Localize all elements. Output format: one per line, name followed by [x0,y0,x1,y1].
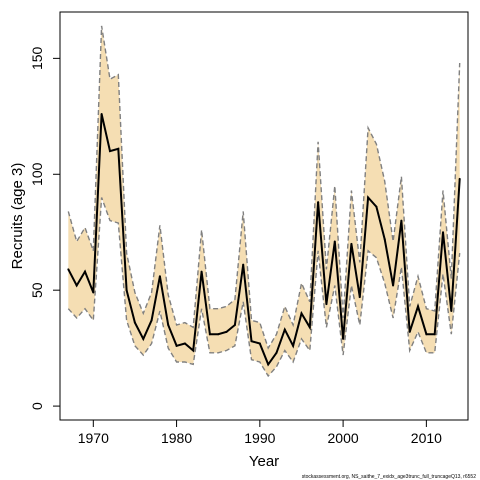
lower-bound-line [67,197,461,378]
confidence-band [68,25,460,377]
estimate-point [342,337,345,340]
estimate-point [192,349,195,352]
estimate-point [133,321,136,324]
estimate-point [350,242,353,245]
estimate-point [167,323,170,326]
estimate-point [117,147,120,150]
plot-area [67,25,461,378]
estimate-point [142,337,145,340]
credit-text: stockassessment.org, NS_saithe_7_exidx_a… [302,474,476,480]
estimate-line [67,113,461,367]
estimate-point [208,333,211,336]
estimate-point [158,275,161,278]
estimate-point [417,305,420,308]
estimate-point [125,289,128,292]
estimate-points [67,113,461,366]
x-tick-label: 1980 [161,430,192,446]
x-tick-label: 1990 [244,430,275,446]
estimate-point [258,342,261,345]
x-tick-label: 2010 [411,430,442,446]
estimate-point [433,333,436,336]
y-tick-label: 0 [29,402,45,410]
estimate-point [233,323,236,326]
estimate-point [325,303,328,306]
estimate-point [450,310,453,313]
estimate-point [358,296,361,299]
x-axis-title: Year [249,453,279,470]
estimate-point [442,231,445,234]
estimate-point [333,240,336,243]
estimate-point [267,363,270,366]
y-axis: 0 50 100 150 [29,46,61,410]
estimate-point [458,177,461,180]
x-tick-label: 2000 [328,430,359,446]
estimate-point [100,113,103,115]
estimate-point [308,326,311,329]
estimate-point [400,219,403,222]
estimate-point [392,284,395,287]
estimate-point [367,196,370,199]
estimate-point [425,333,428,336]
estimate-point [75,284,78,287]
y-tick-label: 100 [29,162,45,186]
estimate-point [292,344,295,347]
estimate-point [183,342,186,345]
upper-bound-line [67,25,461,350]
estimate-point [92,291,95,294]
estimate-point [175,344,178,347]
estimate-point [200,270,203,273]
estimate-point [67,268,70,271]
estimate-point [250,340,253,343]
estimate-point [300,312,303,315]
x-axis: 1970 1980 1990 2000 2010 [78,419,442,446]
y-axis-title: Recruits (age 3) [9,163,26,270]
y-tick-label: 150 [29,46,45,70]
estimate-point [375,205,378,208]
estimate-point [242,263,245,266]
estimate-point [283,328,286,331]
estimate-point [217,333,220,336]
estimate-point [83,270,86,273]
estimate-point [275,351,278,354]
estimate-point [383,238,386,241]
estimate-point [408,330,411,333]
y-tick-label: 50 [29,282,45,298]
estimate-point [150,319,153,322]
estimate-point [108,150,111,153]
estimate-point [225,330,228,333]
x-tick-label: 1970 [78,430,109,446]
estimate-point [317,201,320,204]
